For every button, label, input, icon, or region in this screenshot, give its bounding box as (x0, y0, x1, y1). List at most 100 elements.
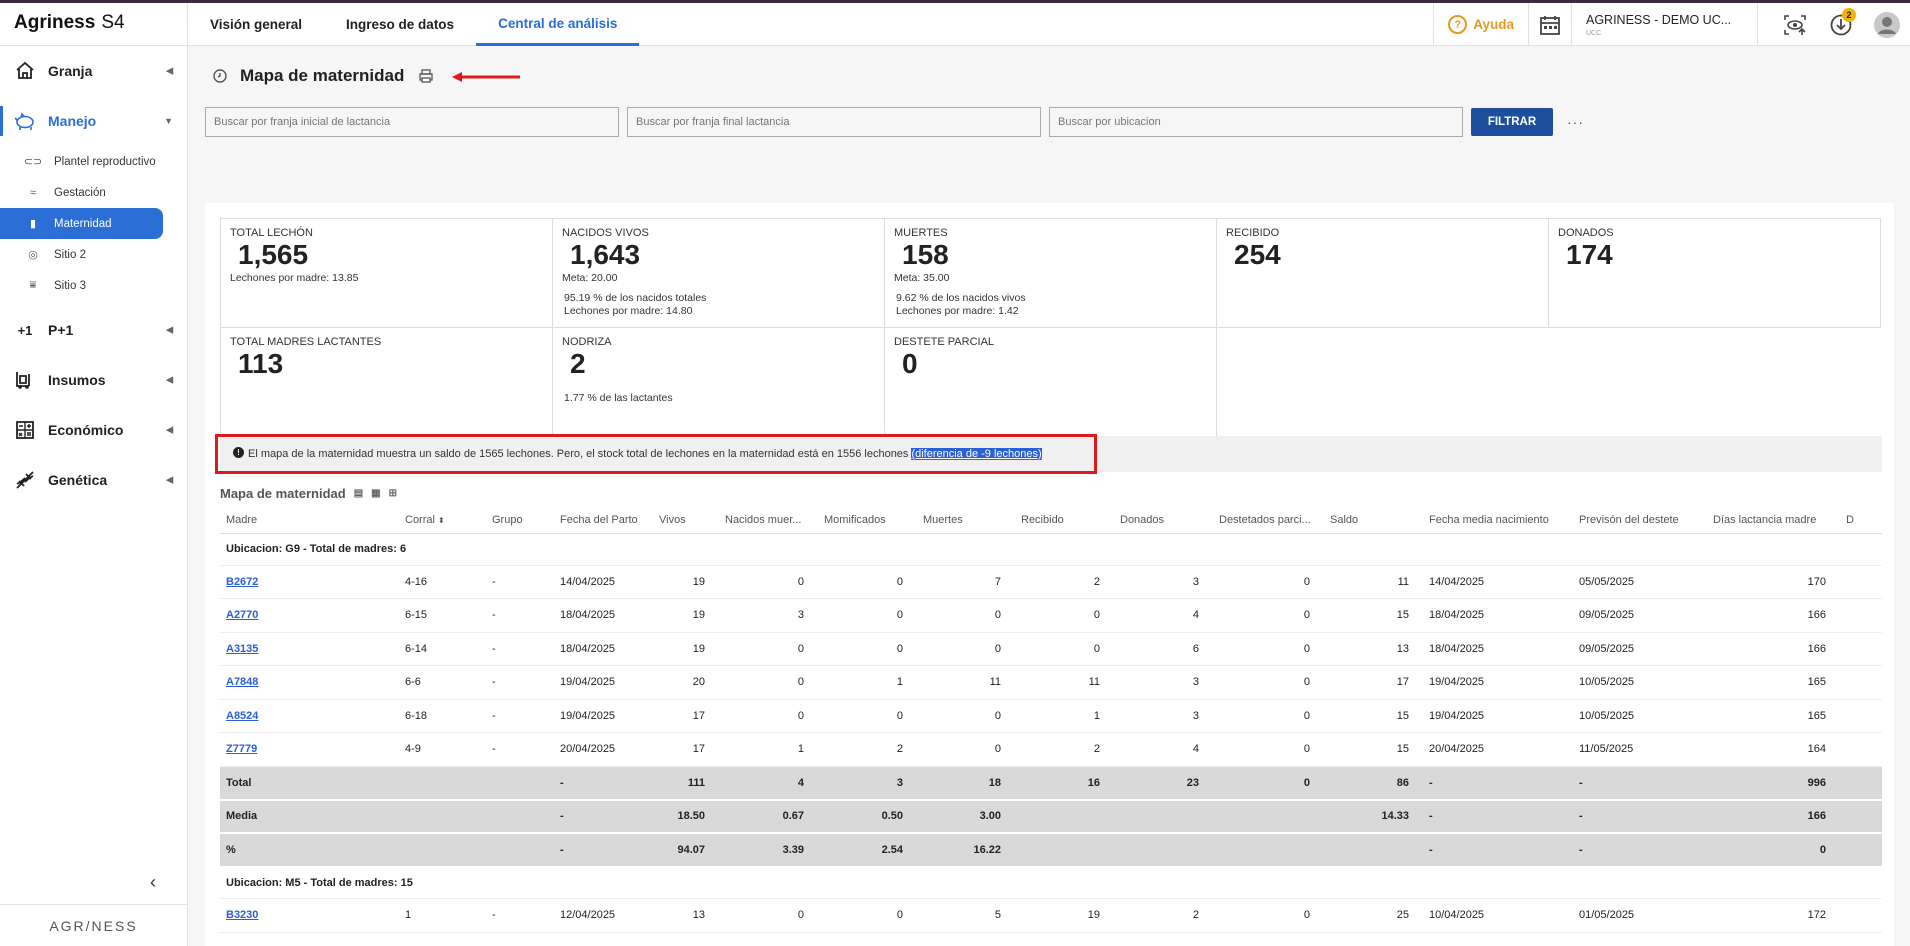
sow-link[interactable]: A8524 (226, 709, 259, 722)
tab-ingreso-de-datos[interactable]: Ingreso de datos (346, 17, 455, 32)
table-cell: 3.39 (719, 833, 818, 868)
sow-link[interactable]: B2672 (226, 575, 259, 588)
col-recibido[interactable]: Recibido (1015, 508, 1114, 534)
col-d[interactable]: D (1840, 508, 1882, 534)
table-cell: 0 (719, 665, 818, 700)
downloads-button[interactable]: 2 (1818, 3, 1864, 46)
sidebar-item-maternidad[interactable]: ▮ Maternidad (0, 208, 163, 239)
table-cell: - (554, 766, 653, 801)
col-fecha-parto[interactable]: Fecha del Parto (554, 508, 653, 534)
table-cell: 10/05/2025 (1573, 665, 1707, 700)
more-options-icon[interactable]: ··· (1567, 114, 1584, 130)
table-cell: 19 (653, 598, 719, 633)
sidebar-item-granja[interactable]: Granja ◀ (0, 48, 187, 94)
table-cell: 166 (1707, 598, 1840, 633)
table-cell: 11/05/2025 (1573, 732, 1707, 767)
tab-central-de-analisis[interactable]: Central de análisis (476, 3, 640, 46)
summary-row: % -94.07 3.39 2.54 16.22- -0 (220, 833, 1882, 868)
table-cell (486, 833, 554, 868)
col-nacidos-muertos[interactable]: Nacidos muer... (719, 508, 818, 534)
sort-icon[interactable]: ⬍ (438, 516, 445, 526)
sidebar-item-plantel-reproductivo[interactable]: ⊂⊃ Plantel reproductivo (23, 155, 156, 169)
export-csv-icon[interactable]: ▤ (353, 488, 364, 499)
table-cell: 01/05/2025 (1573, 898, 1707, 933)
export-xlsx-icon[interactable]: ▦ (371, 488, 381, 499)
summary-row: Media -18.50 0.67 0.50 3.00 14.33- -166 (220, 799, 1882, 834)
col-muertes[interactable]: Muertes (917, 508, 1015, 534)
sow-link[interactable]: A3135 (226, 642, 259, 655)
col-donados[interactable]: Donados (1114, 508, 1213, 534)
farm-selector[interactable]: AGRINESS - DEMO UC... UCC (1572, 3, 1758, 46)
table-cell (1213, 799, 1324, 834)
col-vivos[interactable]: Vivos (653, 508, 719, 534)
sidebar-item-manejo[interactable]: Manejo ▼ (0, 98, 187, 144)
table-cell (486, 799, 554, 834)
col-madre[interactable]: Madre (220, 508, 399, 534)
columns-settings-icon[interactable]: ⊞ (388, 488, 397, 499)
table-cell: 17 (653, 732, 719, 767)
sow-link[interactable]: B3230 (226, 909, 259, 922)
gestation-icon: ≈ (29, 186, 37, 199)
col-momificados[interactable]: Momificados (818, 508, 917, 534)
col-dias-lactancia[interactable]: Días lactancia madre (1707, 508, 1840, 534)
help-button[interactable]: ? Ayuda (1433, 3, 1528, 46)
sidebar-item-insumos[interactable]: Insumos ◀ (0, 357, 187, 403)
sidebar-item-economico[interactable]: Económico ◀ (0, 407, 187, 453)
table-cell: 996 (1707, 766, 1840, 801)
table-cell: 165 (1707, 699, 1840, 733)
table-cell: 11 (1324, 565, 1423, 599)
table-cell: 11 (917, 665, 1015, 700)
forklift-icon (14, 369, 36, 391)
collapse-sidebar-icon[interactable]: ‹ (150, 872, 156, 892)
sidebar-item-sitio-2[interactable]: ◎ Sitio 2 (0, 239, 187, 270)
print-icon[interactable] (418, 68, 434, 84)
col-fecha-media-nacimiento[interactable]: Fecha media nacimiento (1423, 508, 1573, 534)
sidebar-item-genetica[interactable]: Genética ◀ (0, 457, 187, 503)
tab-vision-general[interactable]: Visión general (210, 17, 303, 32)
table-cell: 1 (1015, 699, 1114, 733)
table-cell: 19 (653, 632, 719, 666)
sow-link[interactable]: A2770 (226, 609, 259, 622)
col-saldo[interactable]: Saldo (1324, 508, 1423, 534)
table-cell: 0 (1213, 665, 1324, 700)
start-lactation-input[interactable] (205, 107, 619, 137)
table-cell: - (1573, 799, 1707, 834)
sow-link[interactable]: A7848 (226, 676, 259, 689)
table-cell: - (1423, 766, 1573, 801)
location-input[interactable] (1049, 107, 1463, 137)
difference-highlight[interactable]: (diferencia de -9 lechones) (911, 448, 1042, 460)
table-row: A7848 6-6-19/04/2025 20 0 1 11 11 3 0 17 19/04/202… (220, 665, 1882, 700)
table-cell: 0 (1213, 632, 1324, 666)
table-cell (1324, 833, 1423, 868)
table-cell: 2 (818, 732, 917, 767)
sidebar-item-p1[interactable]: +1 P+1 ◀ (0, 307, 187, 353)
col-grupo[interactable]: Grupo (486, 508, 554, 534)
col-destetados-parciales[interactable]: Destetados parci... (1213, 508, 1324, 534)
table-cell: 20/04/2025 (554, 732, 653, 767)
filter-button[interactable]: FILTRAR (1471, 108, 1553, 136)
col-prevision-destete[interactable]: Previsón del destete (1573, 508, 1707, 534)
sidebar-item-gestacion[interactable]: ≈ Gestación (0, 177, 187, 208)
preview-button[interactable] (1772, 3, 1818, 46)
col-corral[interactable]: Corral ⬍ (399, 508, 486, 534)
table-cell: 18.50 (653, 799, 719, 834)
table-cell: 3 (719, 598, 818, 633)
table-cell: 14.33 (1324, 799, 1423, 834)
table-cell: 25 (1324, 898, 1423, 933)
table-cell: 0.67 (719, 799, 818, 834)
table-cell: 2.54 (818, 833, 917, 868)
sidebar-item-sitio-3[interactable]: ⩸ Sitio 3 (0, 270, 187, 301)
table-cell: 15 (1324, 732, 1423, 767)
calendar-button[interactable] (1528, 3, 1572, 46)
back-history-icon[interactable] (212, 68, 228, 84)
sidebar: Agriness S4 Granja ◀ Manejo ▼ ⊂⊃ Plantel … (0, 0, 188, 946)
kpi-nodriza: NODRIZA 2 1.77 % de las lactantes (552, 327, 885, 437)
page-title: Mapa de maternidad (240, 66, 405, 85)
table-cell: - (554, 833, 653, 868)
brand-logo[interactable]: Agriness S4 (0, 0, 187, 46)
user-avatar[interactable] (1864, 3, 1910, 46)
table-cell: 11 (1015, 665, 1114, 700)
end-lactation-input[interactable] (627, 107, 1041, 137)
table-cell: - (486, 598, 554, 633)
sow-link[interactable]: Z7779 (226, 743, 258, 756)
